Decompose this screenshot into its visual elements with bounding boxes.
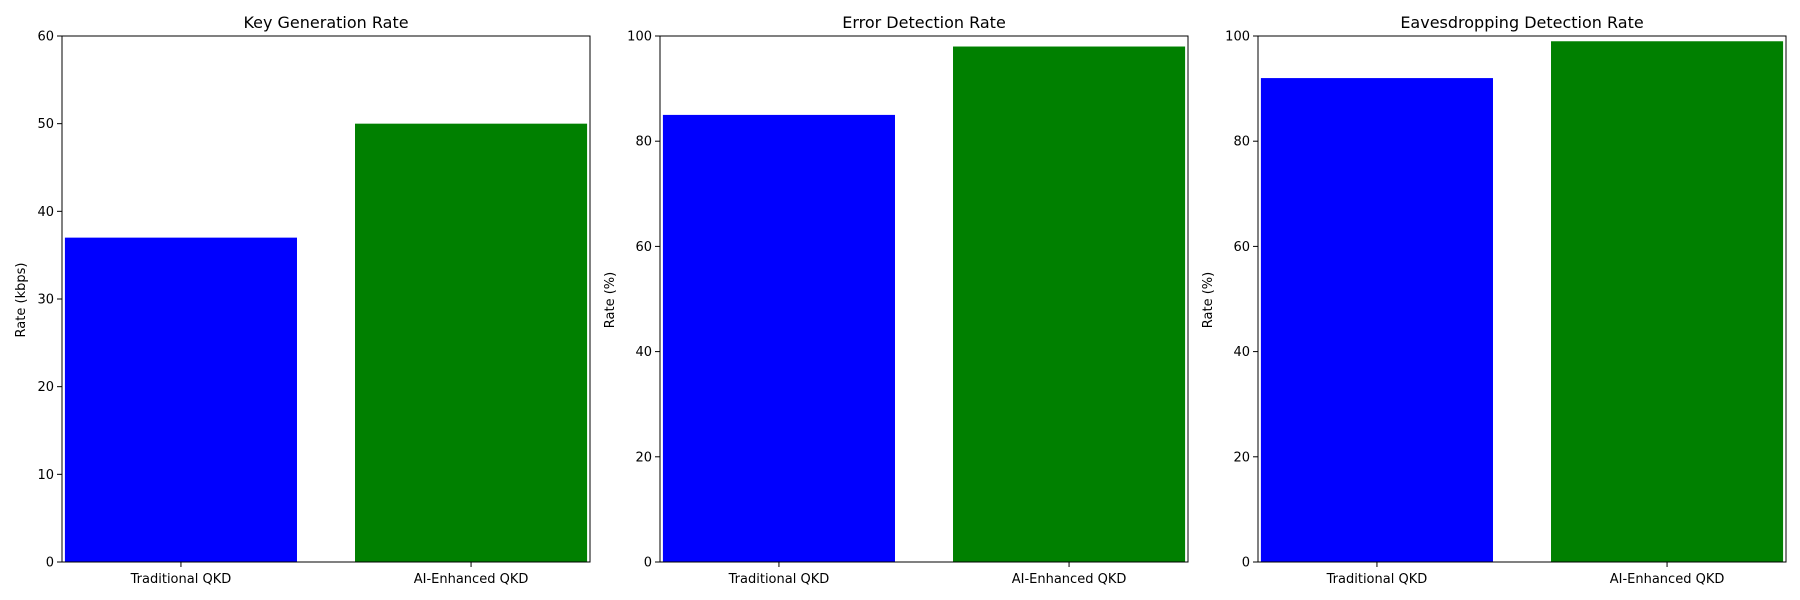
- plot-area: 0 10 20 30 40 50 60 Traditional QKD AI-Enhanced …: [37, 30, 591, 587]
- x-tick-label: Traditional QKD: [728, 572, 830, 587]
- x-tick-label: Traditional QKD: [1326, 572, 1428, 587]
- plot-area: 0 20 40 60 80 100 Traditional QKD AI-Enhanced Q…: [627, 30, 1189, 587]
- y-tick-label: 30: [37, 293, 54, 308]
- y-tick-label: 80: [635, 135, 652, 150]
- x-tick-label: AI-Enhanced QKD: [1610, 572, 1725, 587]
- bar-ai-enhanced-qkd: [355, 123, 588, 563]
- bar-ai-enhanced-qkd: [953, 46, 1186, 562]
- y-tick-label: 0: [46, 556, 54, 571]
- bar-ai-enhanced-qkd: [1551, 41, 1784, 562]
- y-tick-label: 0: [644, 556, 652, 571]
- x-tick-label: AI-Enhanced QKD: [1012, 572, 1127, 587]
- chart-title: Key Generation Rate: [243, 13, 408, 32]
- y-tick-label: 60: [1233, 240, 1250, 255]
- y-tick-label: 0: [1242, 556, 1250, 571]
- x-tick-label: AI-Enhanced QKD: [414, 572, 529, 587]
- chart-panel-key-generation-rate: Key Generation Rate Rate (kbps) 0 10 20 30 4…: [14, 13, 591, 587]
- y-tick-label: 40: [1233, 345, 1250, 360]
- y-axis-label: Rate (kbps): [14, 263, 29, 338]
- chart-panel-error-detection-rate: Error Detection Rate Rate (%) 0 20 40 60 80 1…: [603, 13, 1189, 587]
- bar-traditional-qkd: [1260, 78, 1493, 562]
- chart-panel-eavesdropping-detection-rate: Eavesdropping Detection Rate Rate (%) 0 2…: [1201, 13, 1787, 587]
- y-tick-label: 100: [1225, 30, 1250, 45]
- axes-frame: [659, 35, 1189, 563]
- x-tick-label: Traditional QKD: [130, 572, 232, 587]
- y-tick-label: 80: [1233, 135, 1250, 150]
- bar-traditional-qkd: [64, 237, 297, 562]
- chart-title: Error Detection Rate: [842, 13, 1006, 32]
- chart-title: Eavesdropping Detection Rate: [1400, 13, 1643, 32]
- bar-traditional-qkd: [662, 114, 895, 563]
- y-tick-label: 20: [1233, 450, 1250, 465]
- y-tick-label: 20: [37, 380, 54, 395]
- y-axis-label: Rate (%): [1201, 272, 1216, 328]
- y-tick-label: 40: [635, 345, 652, 360]
- axes-frame: [1257, 35, 1787, 563]
- y-tick-label: 10: [37, 468, 54, 483]
- y-tick-label: 40: [37, 205, 54, 220]
- y-tick-label: 20: [635, 450, 652, 465]
- plot-area: 0 20 40 60 80 100 Traditional QKD AI-Enhanced Q…: [1225, 30, 1787, 587]
- y-tick-label: 60: [37, 30, 54, 45]
- y-tick-label: 60: [635, 240, 652, 255]
- y-tick-label: 50: [37, 117, 54, 132]
- y-tick-label: 100: [627, 30, 652, 45]
- y-axis-label: Rate (%): [603, 272, 618, 328]
